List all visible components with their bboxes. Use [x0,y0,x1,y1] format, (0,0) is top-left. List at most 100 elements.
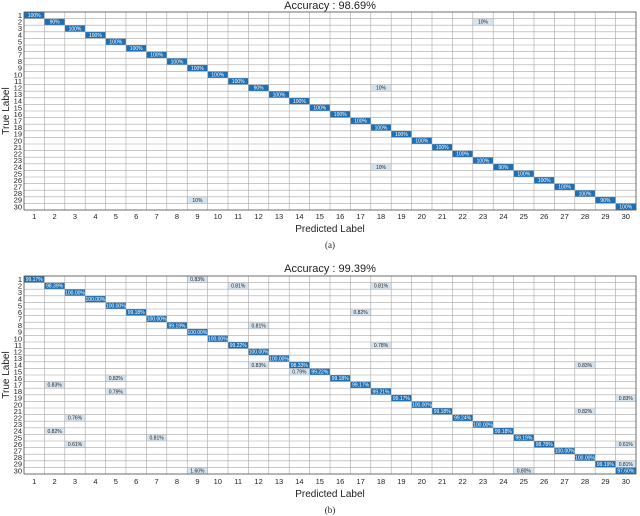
y-tick-label: 27 [14,447,22,456]
diagonal-value-label: 100% [150,53,163,59]
offdiagonal-cell [615,441,636,448]
x-tick-label: 9 [195,212,199,221]
offdiagonal-cell [370,342,392,349]
diagonal-value-label: 100% [191,66,204,72]
offdiagonal-cell [248,322,269,329]
x-tick-label: 8 [175,477,179,486]
x-tick-label: 27 [560,212,568,221]
diagonal-cell [595,460,616,468]
x-tick-label: 18 [377,477,385,486]
diagonal-value-label: 99.18% [434,409,452,415]
y-tick-label: 8 [18,321,22,330]
offdiagonal-value-label: 0.81% [252,323,267,329]
y-tick-label: 29 [14,196,22,205]
x-tick-label: 23 [479,477,487,486]
diagonal-cell [146,51,167,59]
y-tick-label: 26 [14,176,22,185]
x-tick-label: 4 [93,212,97,221]
diagonal-cell [64,289,86,296]
x-tick-label: 14 [295,477,303,486]
diagonal-cell [574,190,596,197]
offdiagonal-cell [615,394,636,402]
x-tick-label: 2 [53,477,57,486]
diagonal-value-label: 100% [273,92,286,98]
diagonal-value-label: 100.00% [106,304,126,310]
diagonal-value-label: 100% [354,119,367,125]
offdiagonal-value-label: 0.82% [109,376,124,382]
diagonal-value-label: 99.17% [393,396,411,402]
offdiagonal-value-label: 0.81% [374,284,389,290]
diagonal-cell [105,38,126,45]
offdiagonal-value-label: 0.61% [68,442,83,448]
y-tick-label: 30 [14,202,22,211]
y-tick-label: 9 [18,64,22,73]
diagonal-cell [493,163,514,171]
y-tick-label: 19 [14,394,22,403]
x-tick-label: 15 [316,477,324,486]
x-tick-label: 22 [458,477,466,486]
offdiagonal-cell [472,18,494,26]
diagonal-cell [24,276,45,283]
diagonal-value-label: 100.00% [86,297,106,303]
diagonal-cell [472,157,494,164]
offdiagonal-cell [44,427,65,435]
diagonal-value-label: 98.78% [536,442,554,448]
y-tick-label: 20 [14,400,22,409]
y-tick-label: 2 [18,18,22,27]
y-tick-label: 4 [18,31,22,40]
y-tick-label: 14 [14,361,22,370]
diagonal-value-label: 99.22% [230,343,248,349]
y-tick-label: 12 [14,348,22,357]
x-tick-label: 12 [254,477,262,486]
x-tick-label: 26 [540,477,548,486]
y-tick-label: 19 [14,130,22,139]
x-tick-label: 7 [155,212,159,221]
diagonal-value-label: 99.18% [495,429,513,435]
diagonal-cell [289,361,310,369]
x-tick-label: 29 [601,477,609,486]
x-tick-label: 7 [155,477,159,486]
diagonal-cell [513,434,534,441]
y-tick-label: 3 [18,24,22,33]
offdiagonal-value-label: 10% [376,86,387,92]
y-tick-label: 14 [14,97,22,106]
diagonal-cell [615,203,636,210]
offdiagonal-cell [146,434,167,441]
diagonal-value-label: 90% [600,198,611,204]
offdiagonal-value-label: 10% [376,165,387,171]
x-tick-label: 1 [32,477,36,486]
x-tick-label: 24 [499,477,507,486]
diagonal-value-label: 100.00% [65,290,85,296]
x-axis-label: Predicted Label [295,224,365,235]
plot-border [23,275,637,475]
x-tick-label: 10 [214,477,222,486]
x-tick-label: 3 [73,212,77,221]
diagonal-cell [248,84,269,92]
y-tick-label: 2 [18,282,22,291]
diagonal-value-label: 100% [232,79,245,85]
diagonal-value-label: 100% [538,178,551,184]
offdiagonal-value-label: 0.81% [231,284,246,290]
offdiagonal-cell [44,381,65,389]
x-tick-label: 21 [438,212,446,221]
y-tick-label: 25 [14,433,22,442]
diagonal-cell [350,381,371,389]
offdiagonal-cell [105,388,126,395]
diagonal-cell [166,58,188,65]
x-tick-label: 13 [275,212,283,221]
offdiagonal-cell [350,309,371,316]
diagonal-cell [370,388,392,395]
x-tick-label: 17 [356,212,364,221]
diagonal-cell [126,309,147,316]
x-tick-label: 22 [458,212,466,221]
x-tick-label: 2 [53,212,57,221]
diagonal-value-label: 100.00% [208,337,228,343]
offdiagonal-cell [574,361,596,369]
diagonal-cell [85,31,106,39]
diagonal-value-label: 100.00% [412,403,432,409]
offdiagonal-cell [187,467,208,474]
diagonal-value-label: 99.21% [373,389,391,395]
offdiagonal-value-label: 0.82% [578,409,593,415]
y-tick-label: 20 [14,136,22,145]
